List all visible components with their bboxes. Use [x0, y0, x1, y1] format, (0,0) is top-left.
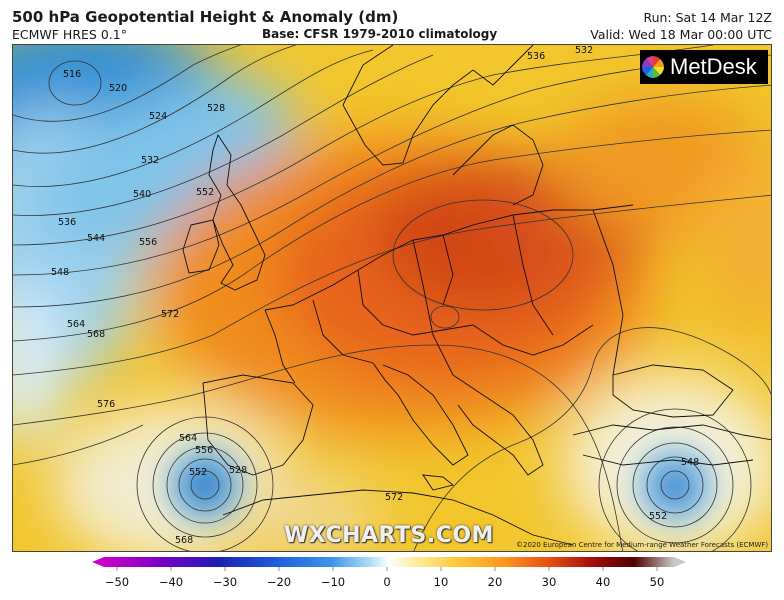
colorbar-ticks [116, 567, 658, 571]
chart-header: 500 hPa Geopotential Height & Anomaly (d… [0, 0, 784, 44]
contour-label: 564 [179, 433, 197, 444]
colorbar-tick-label: −50 [104, 575, 130, 589]
coastlines-borders [182, 45, 771, 546]
contour-label: 576 [97, 399, 115, 410]
copyright-notice: ©2020 European Centre for Medium-range W… [516, 541, 769, 549]
contour-label: 540 [133, 189, 151, 200]
colorbar-max-arrow [674, 557, 686, 567]
colorbar-tick-label: 20 [487, 575, 503, 589]
colorbar-tick-label: 10 [433, 575, 449, 589]
contour-label: 516 [63, 69, 81, 80]
colorbar-gradient [104, 557, 674, 567]
height-contours [13, 45, 771, 551]
colorbar-tick-label: −40 [158, 575, 184, 589]
chart-title: 500 hPa Geopotential Height & Anomaly (d… [12, 8, 399, 26]
colorbar [0, 556, 784, 600]
contour-label: 552 [189, 467, 207, 478]
contour-label: 532 [575, 45, 593, 56]
contour-label: 548 [51, 267, 69, 278]
contour-label: 552 [196, 187, 214, 198]
contour-label: 556 [139, 237, 157, 248]
model-name: ECMWF HRES 0.1° [12, 27, 127, 42]
colorbar-tick-label: 40 [595, 575, 611, 589]
colorbar-tick-label: 0 [383, 575, 391, 589]
contour-label: 544 [87, 233, 105, 244]
contour-label: 548 [681, 457, 699, 468]
contour-label: 528 [207, 103, 225, 114]
contour-label: 528 [229, 465, 247, 476]
colorbar-min-arrow [92, 557, 104, 567]
contour-label: 572 [161, 309, 179, 320]
valid-time: Valid: Wed 18 Mar 00:00 UTC [590, 27, 772, 42]
colorbar-tick-label: −20 [266, 575, 292, 589]
contour-label: 568 [175, 535, 193, 546]
metdesk-logo: MetDesk [640, 50, 768, 84]
colorbar-tick-label: 30 [541, 575, 557, 589]
colorbar-tick-label: −10 [320, 575, 346, 589]
contour-label-group: 516 520 524 528 532 536 540 544 548 552 … [51, 45, 699, 546]
weather-map: 516 520 524 528 532 536 540 544 548 552 … [12, 44, 772, 552]
run-time: Run: Sat 14 Mar 12Z [643, 10, 772, 25]
contour-label: 564 [67, 319, 85, 330]
watermark: WXCHARTS.COM [284, 523, 494, 548]
contour-label: 524 [149, 111, 167, 122]
climatology-base: Base: CFSR 1979-2010 climatology [262, 27, 498, 41]
contour-label: 536 [527, 51, 545, 62]
contour-label: 532 [141, 155, 159, 166]
contour-label: 552 [649, 511, 667, 522]
contour-label: 536 [58, 217, 76, 228]
colorbar-svg [92, 557, 686, 571]
pinwheel-icon [642, 56, 664, 78]
anomaly-shading [13, 45, 771, 551]
colorbar-tick-label: 50 [649, 575, 665, 589]
contour-label: 572 [385, 492, 403, 503]
logo-text: MetDesk [670, 54, 757, 79]
contour-label: 520 [109, 83, 127, 94]
colorbar-tick-label: −30 [212, 575, 238, 589]
contour-label: 568 [87, 329, 105, 340]
contour-label: 556 [195, 445, 213, 456]
